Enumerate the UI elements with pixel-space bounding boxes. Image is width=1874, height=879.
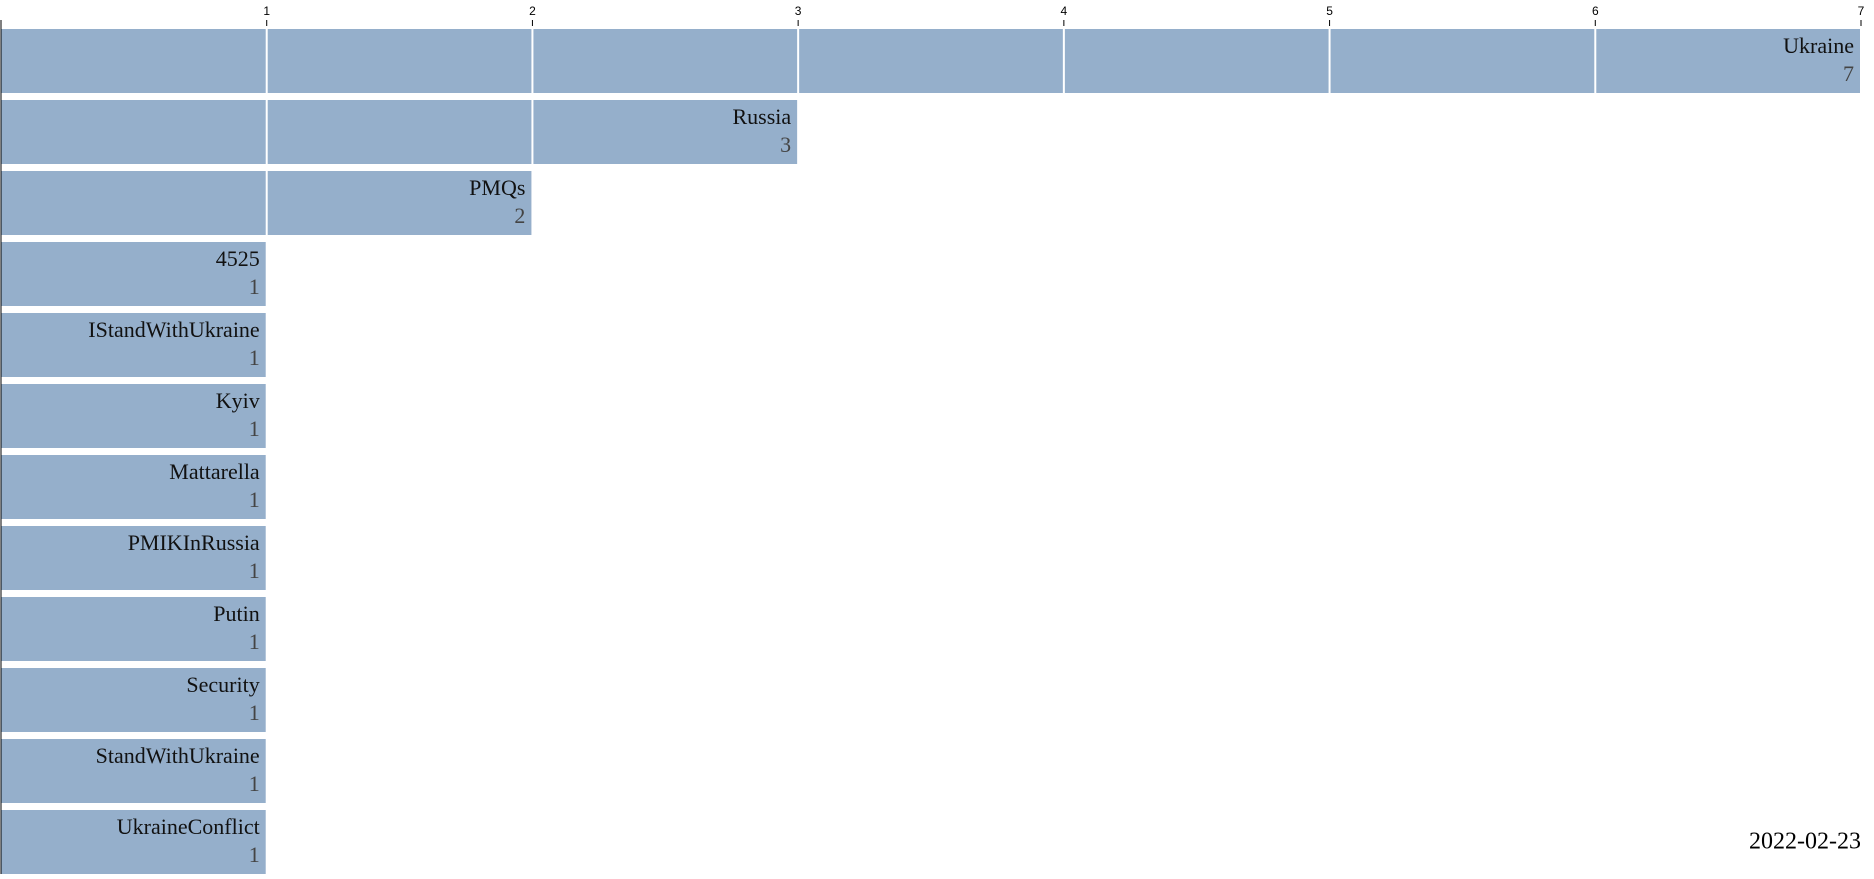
bar-name: Russia: [732, 104, 791, 129]
x-tick-label: 3: [795, 4, 802, 18]
bar-value: 1: [249, 700, 260, 725]
bar: [1, 526, 267, 590]
x-tick-label: 1: [263, 4, 270, 18]
bar: [1, 29, 1861, 93]
bar-name: Kyiv: [216, 388, 260, 413]
bar-name: Mattarella: [169, 459, 260, 484]
bar: [1, 384, 267, 448]
bar: [1, 242, 267, 306]
bar-value: 1: [249, 345, 260, 370]
bar-value: 1: [249, 771, 260, 796]
bar-value: 3: [780, 132, 791, 157]
bar: [1, 739, 267, 803]
bar-name: 4525: [216, 246, 260, 271]
bar-name: IStandWithUkraine: [88, 317, 259, 342]
bar: [1, 668, 267, 732]
bar-name: Putin: [213, 601, 259, 626]
bar: [1, 313, 267, 377]
x-tick-label: 2: [529, 4, 536, 18]
bar-value: 1: [249, 487, 260, 512]
bar: [1, 597, 267, 661]
x-tick-label: 4: [1061, 4, 1068, 18]
bar-value: 1: [249, 842, 260, 867]
bar-name: Security: [186, 672, 259, 697]
bar-name: Ukraine: [1783, 33, 1854, 58]
bar: [1, 810, 267, 874]
bar-name: PMIKInRussia: [128, 530, 260, 555]
bar-value: 1: [249, 416, 260, 441]
bar-value: 2: [514, 203, 525, 228]
date-label: 2022-02-23: [1749, 829, 1861, 855]
bar-name: PMQs: [469, 175, 525, 200]
bar-value: 7: [1843, 61, 1854, 86]
bar-name: StandWithUkraine: [96, 743, 260, 768]
bar-name: UkraineConflict: [117, 814, 260, 839]
bar-value: 1: [249, 558, 260, 583]
bar: [1, 455, 267, 519]
x-tick-label: 7: [1858, 4, 1865, 18]
x-tick-label: 6: [1592, 4, 1599, 18]
x-tick-label: 5: [1326, 4, 1333, 18]
bar: [1, 100, 799, 164]
bar-value: 1: [249, 274, 260, 299]
bar-value: 1: [249, 629, 260, 654]
